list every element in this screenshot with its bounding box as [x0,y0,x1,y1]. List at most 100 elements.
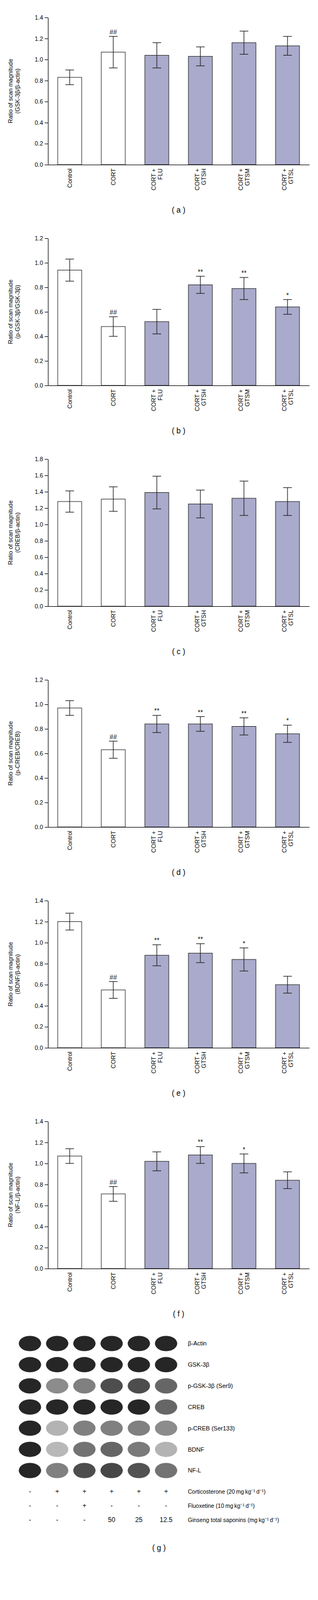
y-tick: 0.6 [34,308,48,315]
y-tick-mark [44,1203,48,1205]
error-stem [286,975,288,993]
x-tick: CORT +FLU [150,1046,164,1073]
significance-label: * [242,1144,246,1153]
x-tick: Control [66,826,73,849]
marks [57,1145,300,1268]
x-tick-label: CORT +GTSM [237,168,251,191]
bar [144,492,169,607]
error-cap [65,258,75,260]
error-cap [196,275,205,277]
x-tick-label: CORT [109,388,117,406]
error-cap [65,912,75,913]
error-cap [65,928,75,929]
error-cap [239,969,249,971]
y-tick-mark [44,941,48,943]
y-tick-mark [44,679,48,680]
y-tick-mark [44,728,48,729]
axis-line [48,164,310,165]
y-tick-label: 1.2 [34,917,44,925]
error-stem [69,912,70,929]
bar [57,270,82,386]
significance-label: ** [241,708,247,717]
row-labels: β-ActinGSK-3βp-GSK-3β (Ser9)CREBp-CREB (… [187,1338,235,1472]
panel: ##*******0.00.20.40.60.81.01.2ControlCOR… [7,675,310,876]
x-tick: CORT +GTSH [193,1046,207,1073]
band [100,1397,124,1414]
band [100,1460,124,1477]
x-tick-label: CORT +GTSL [280,829,295,852]
y-tick-mark [44,143,48,144]
error-stem [112,486,114,511]
bar [231,958,256,1047]
x-tick-label: CORT +GTSH [193,1270,207,1293]
band [100,1355,124,1371]
y-axis-title: Ratio of scan magnitude(p-GSK-3β/GSK-3β) [7,279,21,345]
row-label: p-GSK-3β (Ser9) [187,1380,234,1388]
y-tick: 1.0 [34,700,48,707]
bar [231,725,256,827]
chart-root: ##0.00.20.40.60.81.01.21.4ControlCORTCOR… [0,0,318,1599]
lane-sign: - [28,1514,32,1522]
band [19,1334,42,1350]
error-stem [156,309,157,334]
y-tick-mark [44,540,48,541]
error-bar [196,1145,205,1163]
y-tick-label: 1.8 [34,455,44,462]
x-axis: ControlCORTCORT +FLUCORT +GTSHCORT +GTSM… [48,1267,310,1293]
y-tick-label: 0.8 [34,959,44,966]
marks [57,258,300,385]
significance-label: * [286,716,290,724]
y-tick-mark [44,523,48,525]
error-stem [156,1150,157,1170]
error-bar [196,716,205,731]
y-tick: 0.8 [34,77,48,84]
error-bar [239,717,249,735]
y-tick-mark [44,1141,48,1142]
y-tick: 1.0 [34,259,48,266]
band [127,1460,151,1477]
y-tick-mark [44,101,48,102]
x-tick-label: CORT [109,1050,117,1068]
x-tick: CORT +GTSH [193,826,207,852]
y-tick-label: 0.6 [34,1200,44,1208]
x-tick: Control [66,1267,73,1290]
error-cap [239,298,249,300]
x-tick: CORT +GTSM [237,826,251,852]
error-cap [196,730,205,731]
y-axis-title: Ratio of scan magnitude(CREB/β-actin) [7,499,21,565]
y-tick-mark [44,311,48,313]
x-tick-label: CORT +GTSH [193,829,207,852]
y-tick: 0.4 [34,119,48,126]
lane-sign: + [109,1485,114,1494]
y-tick: 0.2 [34,798,48,805]
y-tick: 0.0 [34,822,48,830]
x-tick: CORT +GTSM [237,384,251,411]
error-cap [283,486,292,488]
x-tick: CORT [109,1267,117,1288]
y-tick: 0.2 [34,1242,48,1250]
error-bar [283,487,292,516]
error-cap [108,740,118,741]
y-tick-label: 0.6 [34,980,44,987]
x-tick-label: CORT +GTSM [237,388,251,411]
band [46,1376,69,1392]
x-tick: CORT +FLU [150,164,164,191]
error-bar [152,714,162,732]
error-bar [65,69,75,85]
y-tick-mark [44,801,48,803]
y-tick: 1.0 [34,520,48,528]
panel: ##0.00.20.40.60.81.01.21.4ControlCORTCOR… [7,14,310,214]
significance-label: ** [197,267,204,276]
y-tick-mark [44,17,48,18]
axis-line [48,384,310,386]
y-tick-label: 0.2 [34,1022,44,1029]
panel-title: ( d ) [172,866,186,876]
band [73,1419,96,1435]
y-tick-mark [44,572,48,574]
error-cap [283,514,292,516]
error-cap [283,724,292,725]
y-tick-label: 0.6 [34,308,44,315]
bar [144,723,169,827]
axis-line [47,1120,49,1268]
x-tick-label: CORT +GTSL [280,168,295,191]
